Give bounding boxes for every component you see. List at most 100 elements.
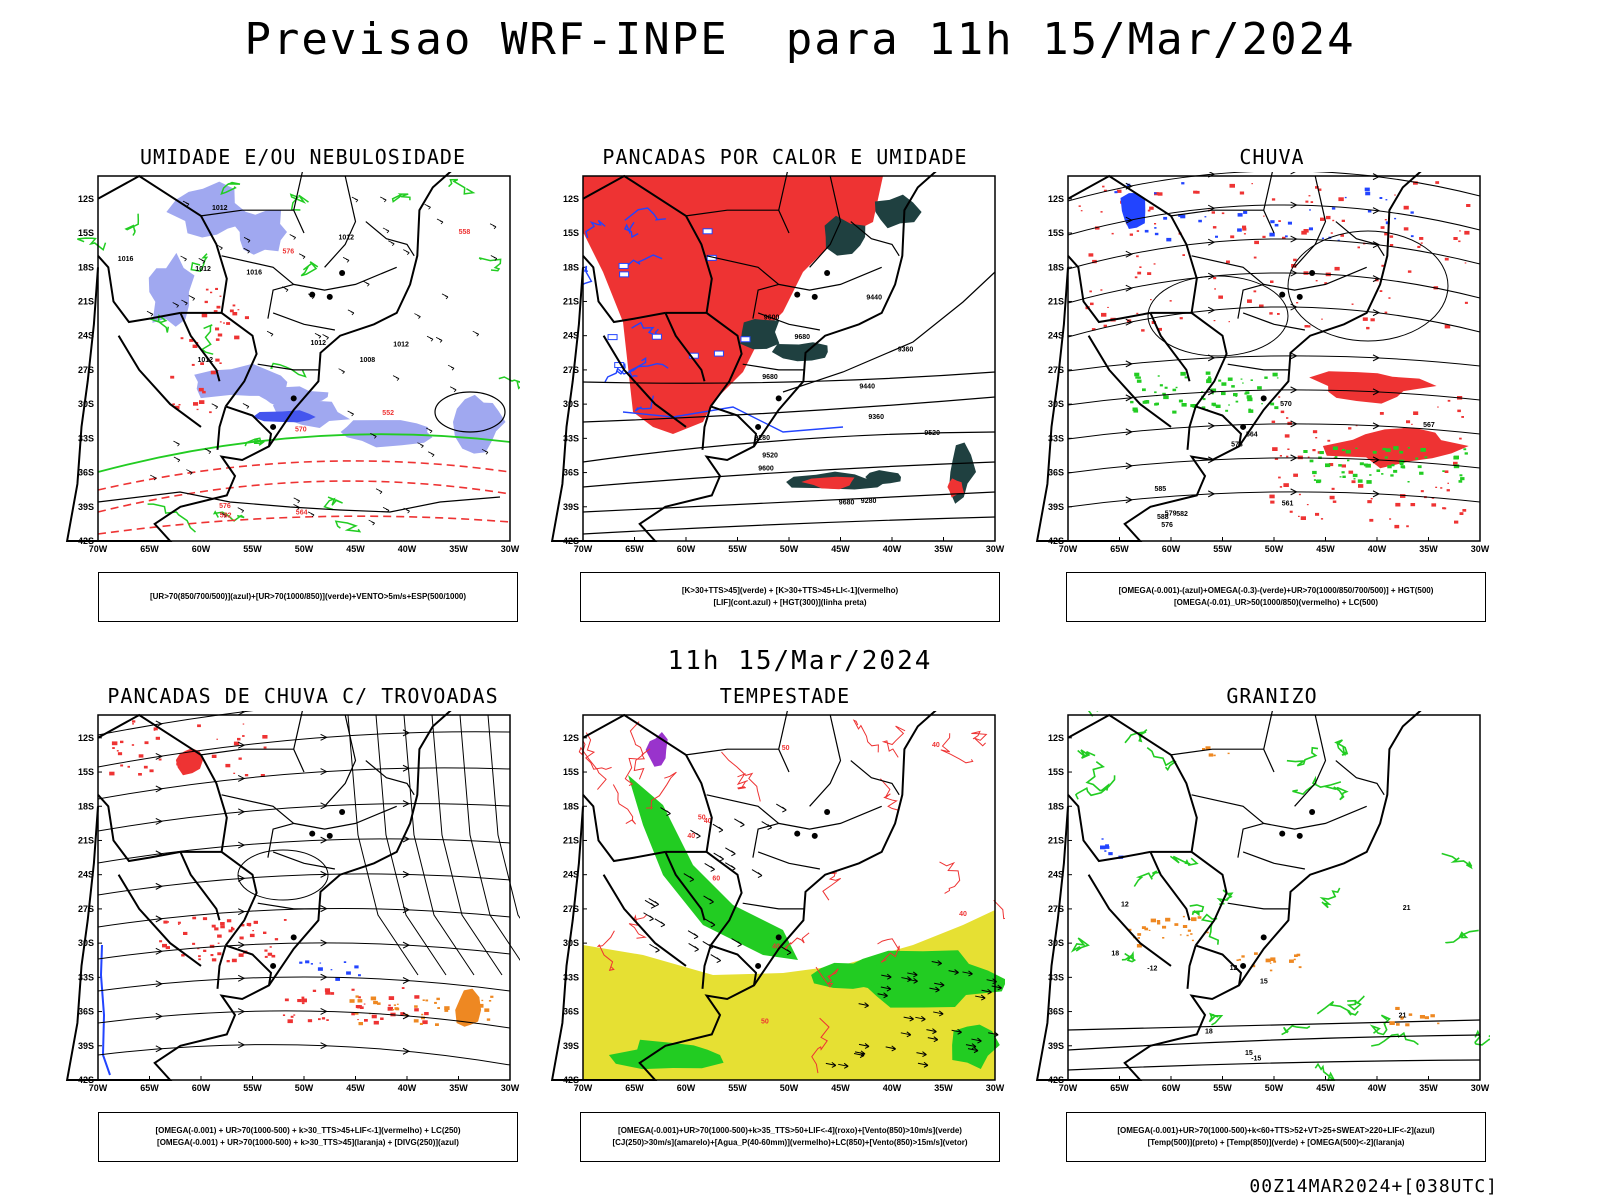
isobar-1016 <box>434 391 506 433</box>
wind850-vector <box>927 1036 939 1043</box>
omega-orange-speckle <box>1191 939 1194 942</box>
rain-red-speckle <box>1259 304 1264 308</box>
lake-marker <box>1260 395 1267 402</box>
rain-green-speckle <box>1207 377 1212 381</box>
storm-red-speckle <box>231 927 235 931</box>
lc250-streamline <box>97 803 511 832</box>
omega-orange-speckle <box>1251 964 1256 968</box>
hgt500-contour <box>1067 491 1481 508</box>
wind-arrow <box>307 511 315 518</box>
rain-red-speckle <box>1221 212 1225 215</box>
lon-label: 60W <box>677 1083 696 1093</box>
rain-red-speckle <box>1284 434 1290 438</box>
streamline-arrow <box>320 836 328 844</box>
pancadas-red-area <box>801 476 855 490</box>
storm-red-speckle <box>159 940 163 943</box>
storm-red-speckle <box>301 1002 305 1005</box>
rain-red-speckle <box>1435 486 1438 488</box>
rain-green-speckle <box>1202 398 1206 401</box>
divergence-blue-speckle <box>310 963 313 965</box>
contour-label: -15 <box>1251 1055 1261 1062</box>
rain-green-speckle <box>1132 407 1138 412</box>
contour-label-red: 558 <box>459 229 471 236</box>
state-border <box>742 363 805 371</box>
streamline-arrow <box>1125 250 1133 258</box>
lon-label: 40W <box>883 1083 902 1093</box>
contour-label: -12 <box>1147 966 1157 973</box>
lif-contour-blue <box>623 221 639 239</box>
lat-label: 18S <box>563 262 579 272</box>
precip-water-contour <box>852 719 879 753</box>
rain-red-speckle <box>1355 425 1358 427</box>
temp850-green-contour <box>1077 749 1096 759</box>
lat-label: 21S <box>563 835 579 845</box>
rain-green-speckle <box>1235 395 1238 397</box>
red-speckle <box>196 408 199 411</box>
lat-label: 30S <box>563 938 579 948</box>
rain-red-speckle <box>1395 502 1401 507</box>
rain-green-speckle <box>1172 410 1177 414</box>
storm-orange-speckle <box>468 1018 471 1020</box>
rain-red-speckle <box>1381 264 1385 267</box>
omega-orange-speckle <box>1424 1016 1429 1020</box>
red-speckle <box>209 411 212 414</box>
storm-red-speckle <box>176 762 181 766</box>
wind850-vector <box>903 1015 914 1022</box>
streamline-arrow <box>237 741 246 749</box>
wind850-vector <box>710 954 722 964</box>
country-border <box>216 406 227 450</box>
country-border <box>180 850 258 946</box>
red-speckle <box>192 344 198 348</box>
streamline-arrow <box>1207 238 1216 246</box>
rain-red-speckle <box>1325 215 1331 220</box>
country-border <box>582 713 713 853</box>
wind850-vector <box>907 977 918 984</box>
rain-blue-speckle <box>1243 211 1248 214</box>
state-border <box>1242 851 1306 870</box>
rain-green-speckle <box>1325 463 1331 468</box>
rain-red-speckle <box>1413 181 1418 185</box>
lat-label: 27S <box>1048 365 1064 375</box>
contour-label: 9520 <box>924 430 940 437</box>
omega-orange-speckle <box>1156 920 1161 923</box>
hgt300-contour <box>582 461 996 488</box>
hail-blue-speckle <box>1101 838 1104 840</box>
contour-label-red: 570 <box>295 427 307 434</box>
hail-blue-speckle <box>1105 846 1110 849</box>
legend-umidade: [UR>70(850/700/500)](azul)+[UR>70(1000/8… <box>98 572 518 622</box>
rain-green-speckle <box>1420 448 1426 452</box>
country-border <box>664 312 706 382</box>
rain-red-speckle <box>1461 416 1464 418</box>
rain-blue-speckle <box>1364 187 1370 192</box>
wind-streak-green <box>97 433 511 473</box>
wind850-vector <box>825 1062 837 1068</box>
wind850-vector <box>776 803 787 813</box>
omega-orange-speckle <box>1227 752 1230 755</box>
rain-blue-speckle <box>1308 227 1313 231</box>
hail-blue-speckle <box>1104 850 1107 852</box>
rain-red-speckle <box>1088 253 1094 257</box>
contour-label: 21 <box>1399 1012 1407 1019</box>
wind-arrow <box>322 334 329 340</box>
streamline-arrow <box>237 1041 246 1049</box>
precip-water-contour <box>877 938 900 963</box>
wind850-vector <box>929 986 940 993</box>
coastline <box>65 172 452 542</box>
storm-red-speckle <box>197 947 200 950</box>
rain-green-speckle <box>1144 400 1150 404</box>
rain-red-speckle <box>1193 190 1198 194</box>
wind-arrow <box>314 332 322 339</box>
green-humidity-contour <box>448 178 476 195</box>
rain-red-speckle <box>1341 464 1346 468</box>
state-border <box>1170 209 1275 234</box>
lon-label: 70W <box>574 1083 593 1093</box>
rain-green-speckle <box>1142 388 1146 392</box>
red-speckle <box>178 404 181 406</box>
lif-contour-blue <box>622 406 844 433</box>
state-border <box>757 851 821 870</box>
storm-red-speckle <box>132 723 134 725</box>
rain-green-speckle <box>1317 479 1322 483</box>
storm-red-speckle <box>267 952 273 956</box>
lif-label-box <box>713 350 724 357</box>
rain-red-speckle <box>1459 230 1461 232</box>
